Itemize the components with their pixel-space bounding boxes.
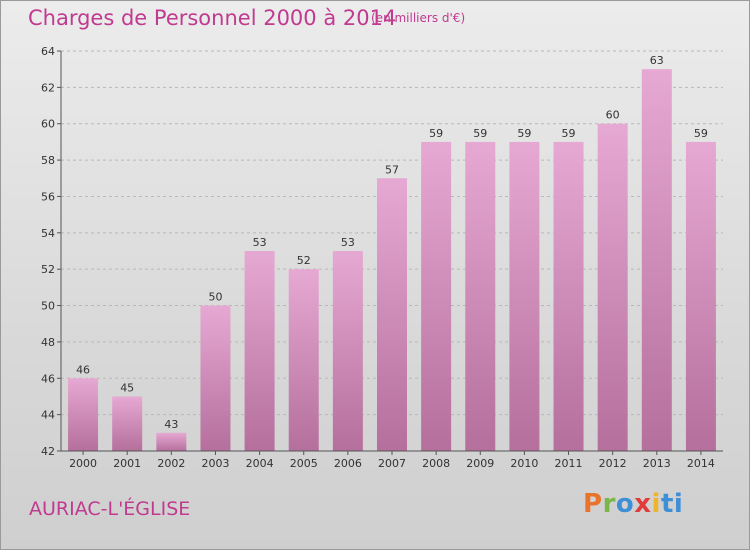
x-tick-label: 2006 [334,457,362,470]
x-tick-label: 2004 [246,457,274,470]
bar-value-label: 60 [606,109,620,122]
x-tick-label: 2012 [599,457,627,470]
bar-value-label: 59 [473,127,487,140]
bar-value-label: 46 [76,363,90,376]
x-tick-label: 2010 [510,457,538,470]
y-tick-label: 50 [41,300,55,313]
bar-value-label: 52 [297,254,311,267]
bar [200,305,231,451]
y-tick-label: 54 [41,227,55,240]
bars: 46 45 43 50 53 52 53 57 59 59 59 59 60 63 59 [68,54,716,452]
y-tick-label: 44 [41,409,55,422]
bar [377,178,407,452]
bar [156,432,187,451]
bar [509,141,540,451]
bar-value-label: 57 [385,163,399,176]
x-tick-label: 2011 [555,457,583,470]
bar-value-label: 59 [517,127,531,140]
bar [112,396,143,451]
place-name: AURIAC-L'ÉGLISE [29,498,191,520]
bar [332,251,363,451]
bar [465,141,496,451]
y-tick-label: 62 [41,81,55,94]
x-tick-label: 2013 [643,457,671,470]
x-tick-label: 2003 [201,457,229,470]
y-tick-label: 46 [41,372,55,385]
x-tick-label: 2001 [113,457,141,470]
y-tick-label: 56 [41,190,55,203]
x-tick-label: 2008 [422,457,450,470]
y-tick-label: 48 [41,336,55,349]
bar [288,269,319,451]
x-tick-label: 2005 [290,457,318,470]
x-tick-label: 2009 [466,457,494,470]
x-tick-label: 2014 [687,457,715,470]
bar-value-label: 59 [562,127,576,140]
y-tick-label: 64 [41,45,55,58]
bar-value-label: 50 [208,291,222,304]
y-tick-label: 58 [41,154,55,167]
bar-value-label: 45 [120,381,134,394]
bar-value-label: 53 [341,236,355,249]
y-tick-label: 42 [41,445,55,458]
axes: 42 44 46 48 50 52 54 56 58 60 62 64 2000 2001 2002 2003… [41,45,723,470]
bar [68,378,99,451]
bar [244,251,275,451]
bar-value-label: 59 [694,127,708,140]
bar [597,123,628,452]
bar [553,141,584,451]
y-tick-label: 60 [41,118,55,131]
y-tick-label: 52 [41,263,55,276]
bar [685,141,716,451]
chart-subtitle: (en milliers d'€) [371,11,466,25]
x-tick-label: 2002 [157,457,185,470]
x-tick-label: 2007 [378,457,406,470]
bar-value-label: 59 [429,127,443,140]
bar [421,141,452,451]
bar-value-label: 63 [650,54,664,67]
chart-title: Charges de Personnel 2000 à 2014 [28,6,397,30]
bar-value-label: 43 [164,418,178,431]
bar [641,69,672,451]
x-tick-label: 2000 [69,457,97,470]
bar-value-label: 53 [253,236,267,249]
proxiti-logo: Proxiti [583,489,684,519]
